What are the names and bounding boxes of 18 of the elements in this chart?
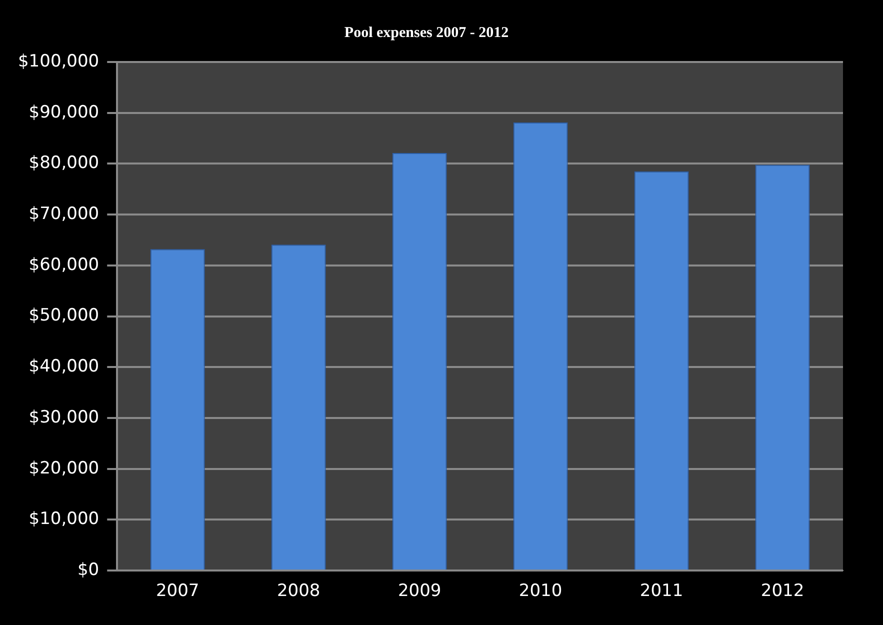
- chart-title: Pool expenses 2007 - 2012: [344, 24, 509, 41]
- y-tick-label: $30,000: [28, 407, 100, 428]
- y-tick-label: $20,000: [28, 458, 100, 478]
- y-tick-label: $60,000: [28, 254, 100, 275]
- x-tick-label: 2010: [518, 581, 562, 602]
- y-tick-label: $90,000: [28, 102, 100, 122]
- y-tick-label: $40,000: [28, 356, 100, 377]
- x-tick-label: 2011: [640, 581, 684, 602]
- y-tick-label: $100,000: [18, 51, 100, 72]
- x-tick-label: 2008: [276, 581, 320, 602]
- x-tick-label: 2009: [398, 581, 442, 602]
- y-tick-label: $70,000: [28, 204, 100, 224]
- y-tick-label: $0: [77, 560, 100, 580]
- x-tick-label: 2007: [156, 581, 200, 602]
- x-tick-label: 2012: [760, 581, 804, 602]
- y-tick-label: $80,000: [28, 153, 100, 174]
- y-tick-label: $50,000: [28, 306, 100, 326]
- y-tick-label: $10,000: [28, 509, 100, 530]
